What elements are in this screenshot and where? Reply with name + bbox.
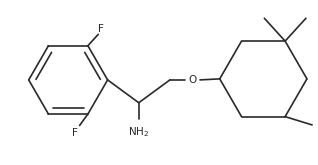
Text: O: O <box>189 75 197 85</box>
Text: F: F <box>99 24 104 34</box>
Text: F: F <box>73 128 78 138</box>
Text: NH$_2$: NH$_2$ <box>128 126 149 139</box>
